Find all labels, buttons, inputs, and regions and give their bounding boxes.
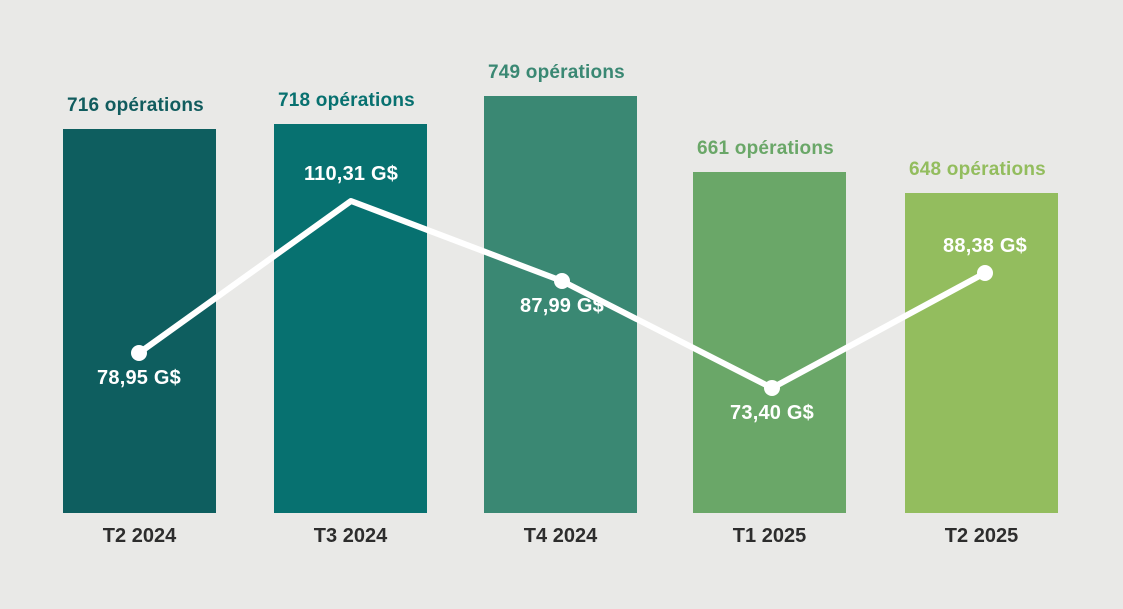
x-axis-label-t4-2024: T4 2024 (523, 525, 598, 547)
operations-count-label-t4-2024: 749 opérations (488, 62, 625, 83)
bar-t2-2024 (63, 129, 216, 513)
operations-count-label-t3-2024: 718 opérations (278, 90, 415, 111)
operations-count-label-t2-2024: 716 opérations (67, 95, 204, 116)
value-label-t1-2025: 73,40 G$ (730, 402, 814, 424)
value-label-t2-2024: 78,95 G$ (97, 367, 181, 389)
x-axis-label-t3-2024: T3 2024 (313, 525, 388, 547)
bar-t1-2025 (693, 172, 846, 513)
operations-count-label-t2-2025: 648 opérations (909, 159, 1046, 180)
value-label-t2-2025: 88,38 G$ (943, 235, 1027, 257)
value-label-t4-2024: 87,99 G$ (520, 295, 604, 317)
x-axis-label-t1-2025: T1 2025 (732, 525, 807, 547)
x-axis-label-t2-2025: T2 2025 (944, 525, 1019, 547)
x-axis-label-t2-2024: T2 2024 (102, 525, 177, 547)
value-label-t3-2024: 110,31 G$ (303, 163, 399, 185)
operations-count-label-t1-2025: 661 opérations (697, 138, 834, 159)
